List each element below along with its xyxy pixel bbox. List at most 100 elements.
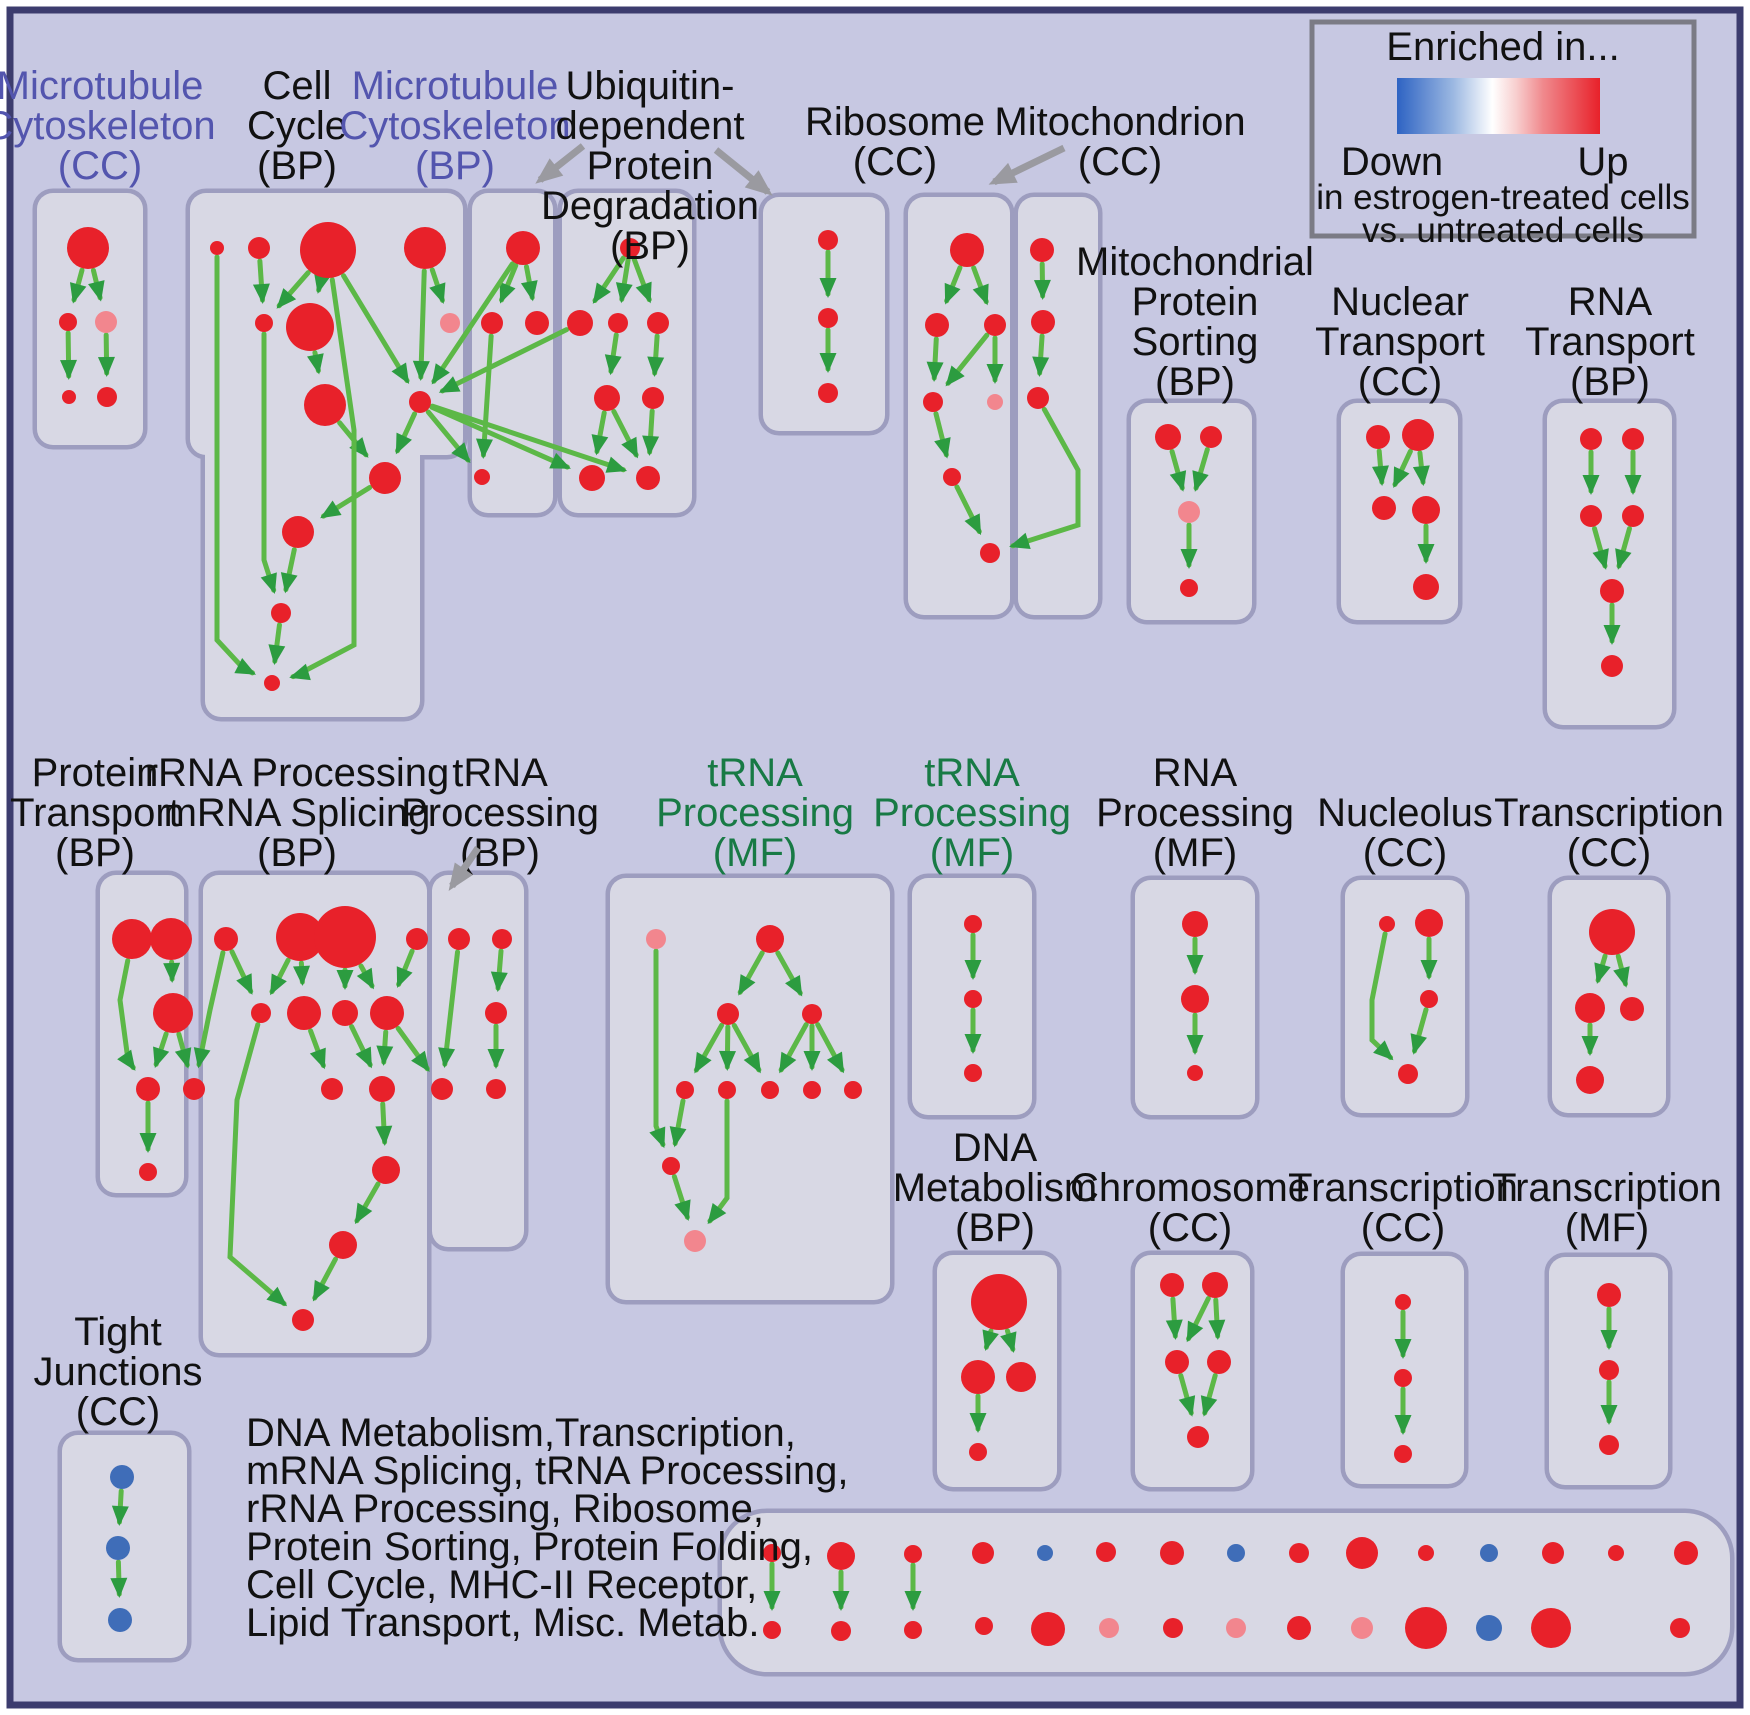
trans-mf-node-1: [1599, 1360, 1619, 1380]
misc-node-5: [1096, 1542, 1116, 1562]
trans-cc-a-box: [1552, 880, 1666, 1113]
trna-mf-1-node-0: [646, 929, 666, 949]
trans-cc-a-node-0: [1589, 909, 1635, 955]
mt-bp-label-line2: (BP): [415, 144, 495, 188]
mt-cc-edge-2: [60, 330, 78, 381]
legend-title: Enriched in...: [1386, 25, 1619, 69]
prot-t-label-line0: Protein: [32, 751, 159, 795]
trans-cc-a-label-line1: (CC): [1567, 831, 1651, 875]
rrna-node-12: [292, 1309, 314, 1331]
legend-up-label: Up: [1577, 140, 1628, 184]
misc-categories-line5: Lipid Transport, Misc. Metab.: [246, 1601, 760, 1645]
mps-label-line2: Sorting: [1132, 320, 1259, 364]
cell-cycle-node-4: [255, 314, 273, 332]
rrna-edge-11: [312, 1256, 338, 1302]
trna-bp-edge-1: [490, 948, 508, 993]
cell-cycle-edge-3: [429, 267, 446, 305]
misc-categories-line4: Cell Cycle, MHC-II Receptor,: [246, 1563, 757, 1607]
mt-bp-node-1: [481, 312, 503, 334]
trna-mf-1-label-line0: tRNA: [707, 751, 803, 795]
cross-edge-0: [431, 261, 515, 385]
trna-mf-2-node-2: [964, 1064, 982, 1082]
tight-j-edge-1: [110, 1559, 128, 1599]
nuc-t-label-line1: Transport: [1315, 320, 1485, 364]
cell-cycle-edge-10: [280, 547, 298, 594]
ribosome-node-2: [984, 314, 1006, 336]
cell-cycle-node-8: [409, 391, 431, 413]
trans-cc-a-node-2: [1620, 997, 1644, 1021]
mps-edge-1: [1192, 446, 1210, 492]
trna-bp-node-0: [448, 928, 470, 950]
misc-node-9: [1346, 1537, 1378, 1569]
chromosome-node-1: [1202, 1272, 1228, 1298]
cell-cycle-node-12: [264, 675, 280, 691]
trans-mf-node-2: [1599, 1435, 1619, 1455]
cell-cycle-label-line1: Cycle: [247, 104, 347, 148]
trna-bp-label-line1: Processing: [401, 791, 599, 835]
chromosome-edge-0: [1165, 1296, 1183, 1341]
misc-node-3: [972, 1542, 994, 1564]
ubiq-node-1: [567, 310, 593, 336]
trna-bp-label-line0: tRNA: [452, 751, 548, 795]
nuc-t-node-1: [1402, 419, 1434, 451]
ubiq-edge-3: [604, 332, 622, 376]
mt-cc-node-3: [62, 390, 76, 404]
cell-cycle-edge-9: [320, 484, 373, 519]
nucleolus-node-0: [1379, 916, 1395, 932]
cell-cycle-label-line0: Cell: [263, 64, 332, 108]
tight-j-label-line1: Junctions: [34, 1350, 203, 1394]
prot-t-node-2: [153, 993, 193, 1033]
cell-cycle-node-0: [210, 241, 224, 255]
rna-mf-label-line2: (MF): [1153, 831, 1237, 875]
cross-edge-1: [438, 327, 570, 394]
ribosome-node-1: [925, 313, 949, 337]
misc-node-24: [1351, 1617, 1373, 1639]
misc-node-2: [904, 1545, 922, 1563]
mt-cc-edge-1: [88, 267, 105, 302]
dna-met-box: [937, 1255, 1057, 1487]
trna-mf-1-label-line1: Processing: [656, 791, 854, 835]
ubiq-node-4: [594, 385, 620, 411]
trna-mf-2-label-line2: (MF): [930, 831, 1014, 875]
mt-bp-edge-2: [475, 333, 494, 460]
cell-cycle-node-7: [304, 384, 346, 426]
prot-t-node-3: [136, 1077, 160, 1101]
trans-mf-label-line0: Transcription: [1492, 1166, 1722, 1210]
nucleolus-node-2: [1420, 990, 1438, 1008]
layer-nodes: [59, 222, 1698, 1649]
dna-met-node-3: [969, 1443, 987, 1461]
rrna-node-3: [406, 928, 428, 950]
trna-mf-1-edge-9: [671, 1173, 691, 1221]
mt-bp-edge-1: [520, 264, 538, 302]
ubiq-label-line0: Ubiquitin-: [566, 64, 735, 108]
misc-node-21: [1163, 1618, 1183, 1638]
trna-mf-1-edge-5: [778, 1022, 809, 1074]
mps-node-3: [1180, 579, 1198, 597]
trna-mf-1-edge-3: [719, 1024, 737, 1072]
trna-mf-1-edge-10: [649, 948, 666, 1149]
trna-mf-1-node-1: [756, 925, 784, 953]
trna-mf-1-edge-8: [669, 1098, 687, 1148]
tight-j-node-2: [108, 1608, 132, 1632]
rrna-node-4: [251, 1003, 271, 1023]
layer-edges: [60, 249, 1642, 1611]
rna-t-node-0: [1580, 428, 1602, 450]
rna-t-edge-3: [1615, 526, 1632, 570]
label-pointer-arrow-2: [988, 144, 1066, 186]
mps-node-0: [1155, 424, 1181, 450]
misc-categories-line2: rRNA Processing, Ribosome,: [246, 1487, 764, 1531]
trans-cc-a-edge-1: [1613, 953, 1630, 988]
trna-mf-2-node-1: [964, 990, 982, 1008]
prot-t-edge-4: [117, 958, 136, 1071]
mito-node-0: [1030, 238, 1054, 262]
trna-mf-1-node-3: [802, 1004, 822, 1024]
mt-cc-node-1: [59, 313, 77, 331]
ubiq-edge-2: [631, 256, 652, 304]
cross-edge-4: [429, 403, 628, 473]
misc-categories-line1: mRNA Splicing, tRNA Processing,: [246, 1449, 848, 1493]
ubiq-label-line2: Protein: [587, 144, 714, 188]
mps-label-line3: (BP): [1155, 360, 1235, 404]
trna-mf-1-edge-2: [693, 1022, 725, 1074]
trna-mf-2-label-line0: tRNA: [924, 751, 1020, 795]
trna-bp-edge-0: [438, 949, 461, 1069]
